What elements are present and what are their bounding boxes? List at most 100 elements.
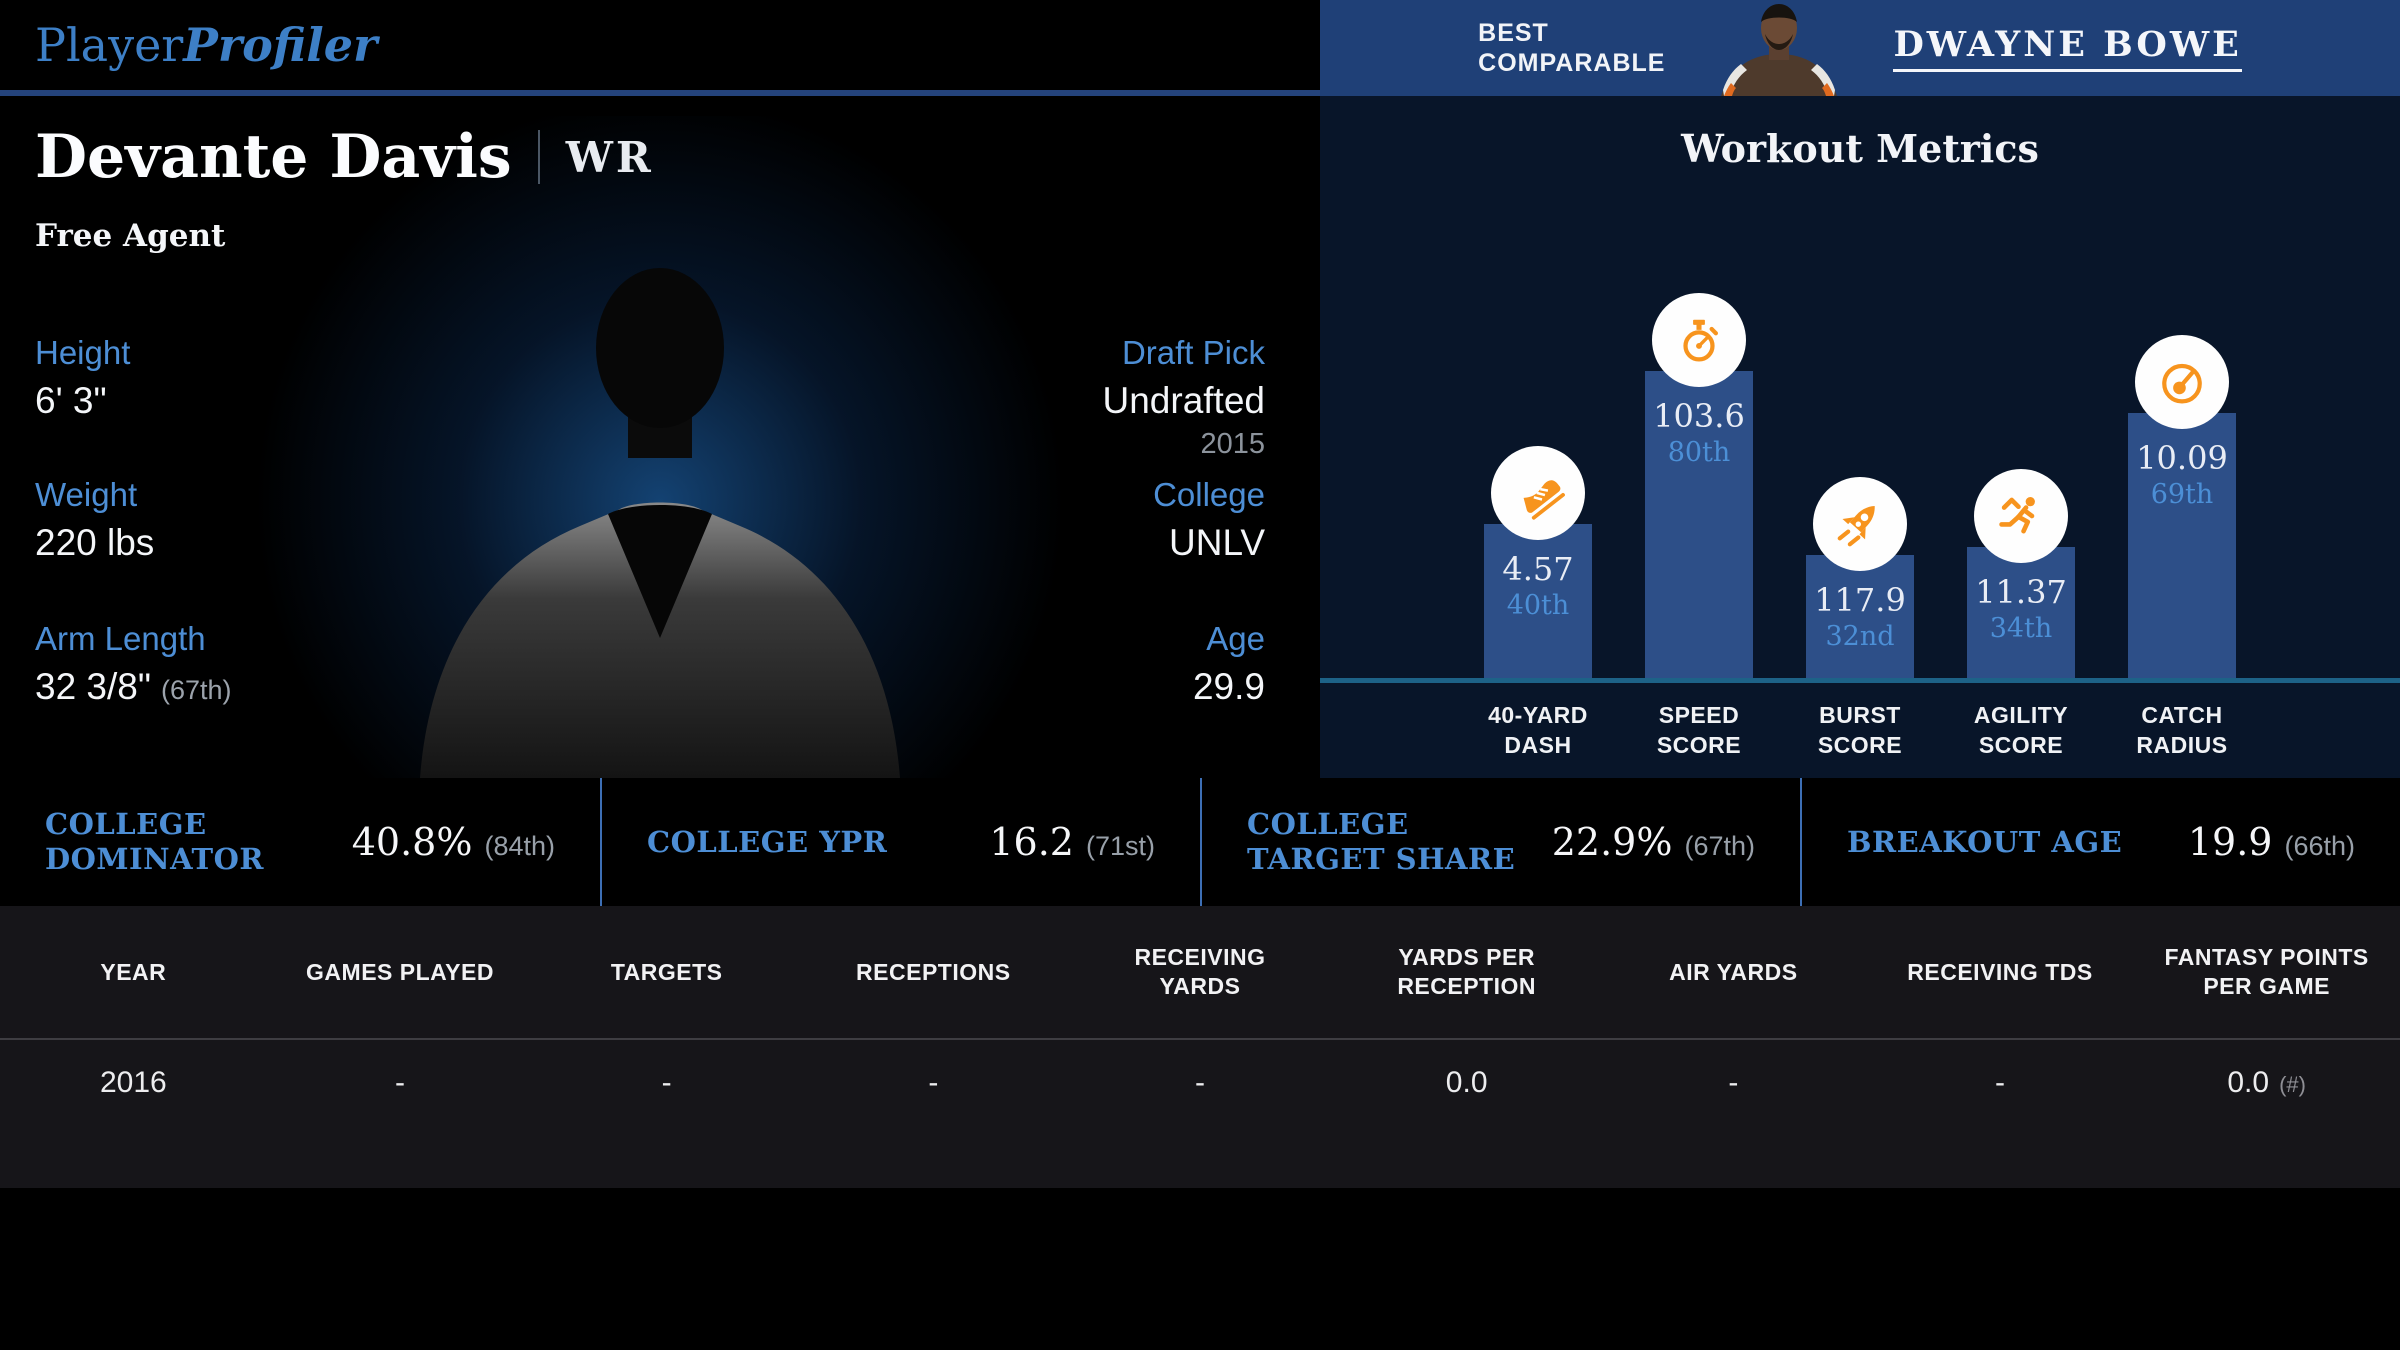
stats-cell-suffix: (#) <box>2279 1072 2306 1097</box>
bio-field-age: Age 29.9 <box>1193 620 1265 708</box>
workout-metrics-panel: Workout Metrics 4.57 40th 103.6 80th 117.9 32… <box>1320 96 2400 778</box>
stats-column-header: GAMES PLAYED <box>306 958 494 985</box>
bio-percentile: (67th) <box>161 675 232 705</box>
stats-table-row: 2016 - - - - 0.0 - - 0.0 (#) <box>0 1040 2400 1126</box>
college-stat-value: 40.8% (84th) <box>351 820 555 864</box>
bio-field-weight: Weight 220 lbs <box>35 476 154 564</box>
bio-value: 29.9 <box>1192 666 1265 707</box>
college-stat-label: COLLEGE DOMINATOR <box>45 807 264 876</box>
college-stat-breakout-age: BREAKOUT AGE 19.9 (66th) <box>1800 778 2400 906</box>
chart-baseline <box>1320 678 2400 683</box>
college-stat-percentile: (67th) <box>1684 831 1755 861</box>
player-profiler-logo[interactable]: PlayerProfiler <box>35 18 377 72</box>
metric-icon-circle <box>1491 446 1585 540</box>
college-stat-percentile: (84th) <box>484 831 555 861</box>
metric-axis-label: AGILITY SCORE <box>1973 702 2069 758</box>
stats-cell: 2016 <box>99 1066 167 1099</box>
metric-value: 10.09 <box>2136 439 2228 477</box>
player-silhouette-image <box>420 268 900 778</box>
college-stat-percentile: (71st) <box>1085 831 1155 861</box>
metric-value: 11.37 <box>1975 573 2067 611</box>
bio-field-draft-pick: Draft Pick Undrafted 2015 <box>1103 334 1266 461</box>
metric-axis-label: BURST SCORE <box>1817 702 1903 758</box>
stopwatch-icon <box>1683 319 1718 362</box>
metric-axis-label: CATCH RADIUS <box>2136 702 2228 758</box>
team-status: Free Agent <box>35 218 226 254</box>
college-stat-college-target-share: COLLEGE TARGET SHARE 22.9% (67th) <box>1200 778 1800 906</box>
stats-cell: 0.0 (#) <box>2227 1066 2306 1099</box>
stats-table-separator <box>0 1038 2400 1040</box>
best-comparable-label-line1: BEST <box>1478 19 1549 47</box>
bio-value: 6' 3" <box>35 380 107 421</box>
player-profile-panel: Devante Davis WR Free Agent Height 6' 3" W… <box>0 96 1320 778</box>
metric-percentile: 80th <box>1667 437 1731 468</box>
college-stat-college-ypr: COLLEGE YPR 16.2 (71st) <box>600 778 1200 906</box>
college-stat-value: 22.9% (67th) <box>1551 820 1755 864</box>
college-stat-label: COLLEGE TARGET SHARE <box>1247 807 1516 876</box>
logo-part-1: Player <box>35 18 184 72</box>
metric-icon-circle <box>2135 335 2229 429</box>
metric-bar: 10.09 69th <box>2128 413 2236 678</box>
rocket-icon <box>1837 506 1875 547</box>
metric-bar-group-burst: 117.9 32nd <box>1806 96 1914 778</box>
stats-column-header: RECEPTIONS <box>856 958 1011 985</box>
bio-label: Height <box>35 334 131 371</box>
best-comparable-label-line2: COMPARABLE <box>1478 49 1666 77</box>
college-stat-college-dominator: COLLEGE DOMINATOR 40.8% (84th) <box>0 778 600 906</box>
bio-value: Undrafted <box>1102 380 1266 421</box>
metric-percentile: 69th <box>2150 479 2214 510</box>
metric-axis-label: SPEED SCORE <box>1656 702 1742 758</box>
bio-label: Arm Length <box>35 620 206 657</box>
metric-bar: 117.9 32nd <box>1806 555 1914 678</box>
bio-label: Age <box>1206 620 1265 657</box>
metric-bar: 11.37 34th <box>1967 547 2075 678</box>
college-stats-strip: COLLEGE DOMINATOR 40.8% (84th) COLLEGE YPR 1… <box>0 778 2400 906</box>
bio-field-height: Height 6' 3" <box>35 334 130 422</box>
name-position-divider <box>537 130 540 184</box>
best-comparable-photo[interactable] <box>1713 0 1845 96</box>
player-name: Devante Davis <box>35 122 512 192</box>
bottom-strip <box>0 1188 2400 1350</box>
stats-cell: - <box>1994 1066 2005 1099</box>
stats-cell: - <box>394 1066 405 1099</box>
metric-value: 117.9 <box>1814 581 1906 619</box>
runner-icon <box>1999 497 2035 534</box>
metric-percentile: 34th <box>1989 613 2053 644</box>
metric-axis-label: 40-YARD DASH <box>1488 702 1588 758</box>
metric-bar-group-speed: 103.6 80th <box>1645 96 1753 778</box>
metric-bar-group-agility: 11.37 34th <box>1967 96 2075 778</box>
stats-cell: 0.0 <box>1445 1066 1488 1099</box>
stats-column-header: RECEIVING YARDS <box>1134 944 1266 999</box>
metric-bar: 103.6 80th <box>1645 371 1753 678</box>
shoe-icon <box>1523 480 1565 520</box>
bio-value: 32 3/8" (67th) <box>35 666 232 707</box>
best-comparable-player-link[interactable]: DWAYNE BOWE <box>1893 24 2242 72</box>
metric-bar-group-40-yard: 4.57 40th <box>1484 96 1592 778</box>
season-stats-table: YEAR GAMES PLAYED TARGETS RECEPTIONS RECEIVI… <box>0 906 2400 1188</box>
metric-percentile: 40th <box>1506 590 1570 621</box>
bio-label: College <box>1153 476 1265 513</box>
stats-column-header: TARGETS <box>610 958 723 985</box>
metric-value: 4.57 <box>1502 550 1574 588</box>
header-left: PlayerProfiler <box>0 0 1320 96</box>
stats-table-header: YEAR GAMES PLAYED TARGETS RECEPTIONS RECEIVI… <box>0 906 2400 1038</box>
gauge-icon <box>2162 363 2202 404</box>
college-stat-value: 19.9 (66th) <box>2187 820 2355 864</box>
college-stat-label: COLLEGE YPR <box>647 824 888 859</box>
metric-bar-group-catch: 10.09 69th <box>2128 96 2236 778</box>
stats-column-header: AIR YARDS <box>1669 958 1798 985</box>
college-stat-value: 16.2 (71st) <box>989 820 1155 864</box>
stats-cell: - <box>928 1066 939 1099</box>
metric-icon-circle <box>1813 477 1907 571</box>
stats-column-header: RECEIVING TDS <box>1907 958 2093 985</box>
player-position: WR <box>565 132 654 182</box>
metric-icon-circle <box>1652 293 1746 387</box>
logo-part-2: Profiler <box>183 18 378 72</box>
bio-field-college: College UNLV <box>1153 476 1265 564</box>
metric-icon-circle <box>1974 469 2068 563</box>
best-comparable-label: BEST COMPARABLE <box>1478 18 1665 78</box>
college-stat-label: BREAKOUT AGE <box>1847 824 2123 859</box>
bio-field-arm-length: Arm Length 32 3/8" (67th) <box>35 620 232 708</box>
bio-value: 220 lbs <box>35 522 155 563</box>
